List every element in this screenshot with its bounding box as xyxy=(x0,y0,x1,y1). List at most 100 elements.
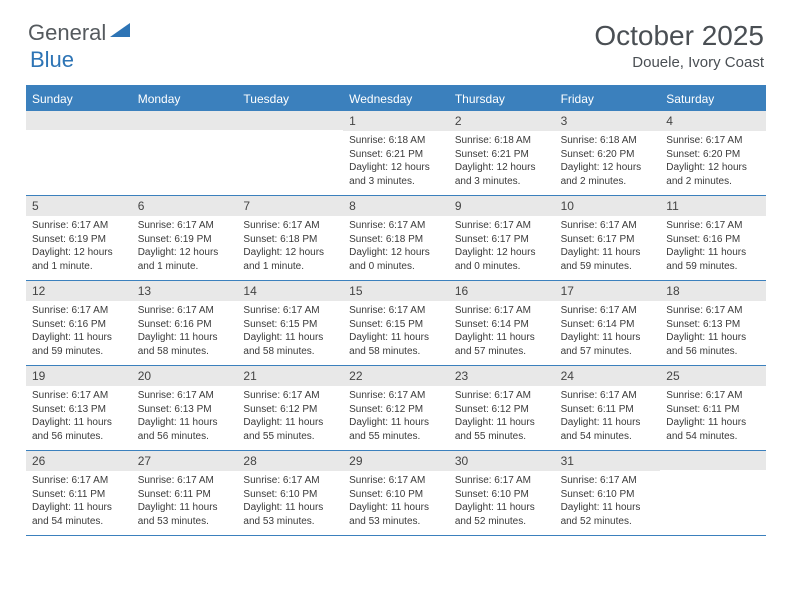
day-content: Sunrise: 6:17 AMSunset: 6:18 PMDaylight:… xyxy=(237,216,343,276)
sunset-text: Sunset: 6:19 PM xyxy=(32,233,126,247)
day-content: Sunrise: 6:17 AMSunset: 6:11 PMDaylight:… xyxy=(132,471,238,531)
day-number: 24 xyxy=(555,366,661,386)
day-cell: 26Sunrise: 6:17 AMSunset: 6:11 PMDayligh… xyxy=(26,451,132,535)
day-cell: 2Sunrise: 6:18 AMSunset: 6:21 PMDaylight… xyxy=(449,111,555,195)
day-cell: 30Sunrise: 6:17 AMSunset: 6:10 PMDayligh… xyxy=(449,451,555,535)
sunrise-text: Sunrise: 6:17 AM xyxy=(138,474,232,488)
day-cell: 4Sunrise: 6:17 AMSunset: 6:20 PMDaylight… xyxy=(660,111,766,195)
sunset-text: Sunset: 6:13 PM xyxy=(32,403,126,417)
day-cell: 29Sunrise: 6:17 AMSunset: 6:10 PMDayligh… xyxy=(343,451,449,535)
sunrise-text: Sunrise: 6:17 AM xyxy=(32,304,126,318)
sunset-text: Sunset: 6:15 PM xyxy=(349,318,443,332)
day-number: 19 xyxy=(26,366,132,386)
sunrise-text: Sunrise: 6:17 AM xyxy=(243,474,337,488)
sunset-text: Sunset: 6:12 PM xyxy=(455,403,549,417)
sunrise-text: Sunrise: 6:17 AM xyxy=(561,389,655,403)
day-number: 2 xyxy=(449,111,555,131)
sunset-text: Sunset: 6:18 PM xyxy=(349,233,443,247)
sunset-text: Sunset: 6:16 PM xyxy=(138,318,232,332)
empty-day-number xyxy=(132,111,238,130)
sunrise-text: Sunrise: 6:17 AM xyxy=(243,304,337,318)
day-cell: 11Sunrise: 6:17 AMSunset: 6:16 PMDayligh… xyxy=(660,196,766,280)
day-header: Sunday xyxy=(26,87,132,111)
day-content: Sunrise: 6:17 AMSunset: 6:12 PMDaylight:… xyxy=(343,386,449,446)
logo-triangle-icon xyxy=(110,23,130,44)
day-content: Sunrise: 6:17 AMSunset: 6:11 PMDaylight:… xyxy=(555,386,661,446)
daylight-text: Daylight: 11 hours and 54 minutes. xyxy=(561,416,655,443)
day-number: 5 xyxy=(26,196,132,216)
day-content: Sunrise: 6:17 AMSunset: 6:10 PMDaylight:… xyxy=(343,471,449,531)
title-block: October 2025 Douele, Ivory Coast xyxy=(594,20,764,71)
day-number: 27 xyxy=(132,451,238,471)
day-header: Friday xyxy=(555,87,661,111)
daylight-text: Daylight: 11 hours and 55 minutes. xyxy=(243,416,337,443)
sunrise-text: Sunrise: 6:17 AM xyxy=(666,219,760,233)
day-content: Sunrise: 6:17 AMSunset: 6:19 PMDaylight:… xyxy=(26,216,132,276)
daylight-text: Daylight: 11 hours and 59 minutes. xyxy=(561,246,655,273)
sunrise-text: Sunrise: 6:17 AM xyxy=(349,219,443,233)
day-cell: 17Sunrise: 6:17 AMSunset: 6:14 PMDayligh… xyxy=(555,281,661,365)
logo-text-gray: General xyxy=(28,20,106,46)
sunrise-text: Sunrise: 6:17 AM xyxy=(349,474,443,488)
week-row: 12Sunrise: 6:17 AMSunset: 6:16 PMDayligh… xyxy=(26,281,766,366)
day-content: Sunrise: 6:17 AMSunset: 6:19 PMDaylight:… xyxy=(132,216,238,276)
day-content: Sunrise: 6:17 AMSunset: 6:12 PMDaylight:… xyxy=(237,386,343,446)
sunset-text: Sunset: 6:11 PM xyxy=(561,403,655,417)
day-content: Sunrise: 6:17 AMSunset: 6:11 PMDaylight:… xyxy=(660,386,766,446)
sunrise-text: Sunrise: 6:17 AM xyxy=(455,304,549,318)
day-cell: 23Sunrise: 6:17 AMSunset: 6:12 PMDayligh… xyxy=(449,366,555,450)
day-content: Sunrise: 6:17 AMSunset: 6:17 PMDaylight:… xyxy=(555,216,661,276)
daylight-text: Daylight: 11 hours and 56 minutes. xyxy=(138,416,232,443)
day-content: Sunrise: 6:17 AMSunset: 6:14 PMDaylight:… xyxy=(555,301,661,361)
day-number: 13 xyxy=(132,281,238,301)
day-cell: 15Sunrise: 6:17 AMSunset: 6:15 PMDayligh… xyxy=(343,281,449,365)
day-header-row: SundayMondayTuesdayWednesdayThursdayFrid… xyxy=(26,87,766,111)
sunset-text: Sunset: 6:11 PM xyxy=(138,488,232,502)
day-cell: 7Sunrise: 6:17 AMSunset: 6:18 PMDaylight… xyxy=(237,196,343,280)
sunrise-text: Sunrise: 6:17 AM xyxy=(666,304,760,318)
daylight-text: Daylight: 11 hours and 59 minutes. xyxy=(32,331,126,358)
day-number: 6 xyxy=(132,196,238,216)
calendar: SundayMondayTuesdayWednesdayThursdayFrid… xyxy=(26,85,766,536)
day-cell: 10Sunrise: 6:17 AMSunset: 6:17 PMDayligh… xyxy=(555,196,661,280)
sunset-text: Sunset: 6:14 PM xyxy=(561,318,655,332)
day-number: 7 xyxy=(237,196,343,216)
daylight-text: Daylight: 11 hours and 58 minutes. xyxy=(138,331,232,358)
sunset-text: Sunset: 6:18 PM xyxy=(243,233,337,247)
day-content: Sunrise: 6:18 AMSunset: 6:21 PMDaylight:… xyxy=(343,131,449,191)
day-number: 28 xyxy=(237,451,343,471)
day-cell: 5Sunrise: 6:17 AMSunset: 6:19 PMDaylight… xyxy=(26,196,132,280)
daylight-text: Daylight: 11 hours and 52 minutes. xyxy=(455,501,549,528)
daylight-text: Daylight: 11 hours and 55 minutes. xyxy=(349,416,443,443)
day-content: Sunrise: 6:17 AMSunset: 6:13 PMDaylight:… xyxy=(26,386,132,446)
sunset-text: Sunset: 6:15 PM xyxy=(243,318,337,332)
sunrise-text: Sunrise: 6:17 AM xyxy=(243,389,337,403)
day-cell: 22Sunrise: 6:17 AMSunset: 6:12 PMDayligh… xyxy=(343,366,449,450)
day-number: 11 xyxy=(660,196,766,216)
sunset-text: Sunset: 6:21 PM xyxy=(349,148,443,162)
sunrise-text: Sunrise: 6:17 AM xyxy=(455,474,549,488)
day-content: Sunrise: 6:17 AMSunset: 6:17 PMDaylight:… xyxy=(449,216,555,276)
day-content: Sunrise: 6:17 AMSunset: 6:13 PMDaylight:… xyxy=(660,301,766,361)
sunset-text: Sunset: 6:13 PM xyxy=(138,403,232,417)
daylight-text: Daylight: 12 hours and 3 minutes. xyxy=(349,161,443,188)
day-number: 30 xyxy=(449,451,555,471)
sunset-text: Sunset: 6:16 PM xyxy=(666,233,760,247)
day-content: Sunrise: 6:17 AMSunset: 6:16 PMDaylight:… xyxy=(26,301,132,361)
daylight-text: Daylight: 12 hours and 1 minute. xyxy=(243,246,337,273)
day-number: 8 xyxy=(343,196,449,216)
daylight-text: Daylight: 11 hours and 56 minutes. xyxy=(32,416,126,443)
day-number: 31 xyxy=(555,451,661,471)
day-number: 16 xyxy=(449,281,555,301)
day-number: 1 xyxy=(343,111,449,131)
daylight-text: Daylight: 12 hours and 2 minutes. xyxy=(666,161,760,188)
day-cell: 13Sunrise: 6:17 AMSunset: 6:16 PMDayligh… xyxy=(132,281,238,365)
day-number: 12 xyxy=(26,281,132,301)
day-number: 17 xyxy=(555,281,661,301)
day-content: Sunrise: 6:17 AMSunset: 6:20 PMDaylight:… xyxy=(660,131,766,191)
sunrise-text: Sunrise: 6:17 AM xyxy=(32,474,126,488)
day-cell xyxy=(132,111,238,195)
day-content: Sunrise: 6:17 AMSunset: 6:10 PMDaylight:… xyxy=(449,471,555,531)
daylight-text: Daylight: 12 hours and 1 minute. xyxy=(32,246,126,273)
day-header: Tuesday xyxy=(237,87,343,111)
